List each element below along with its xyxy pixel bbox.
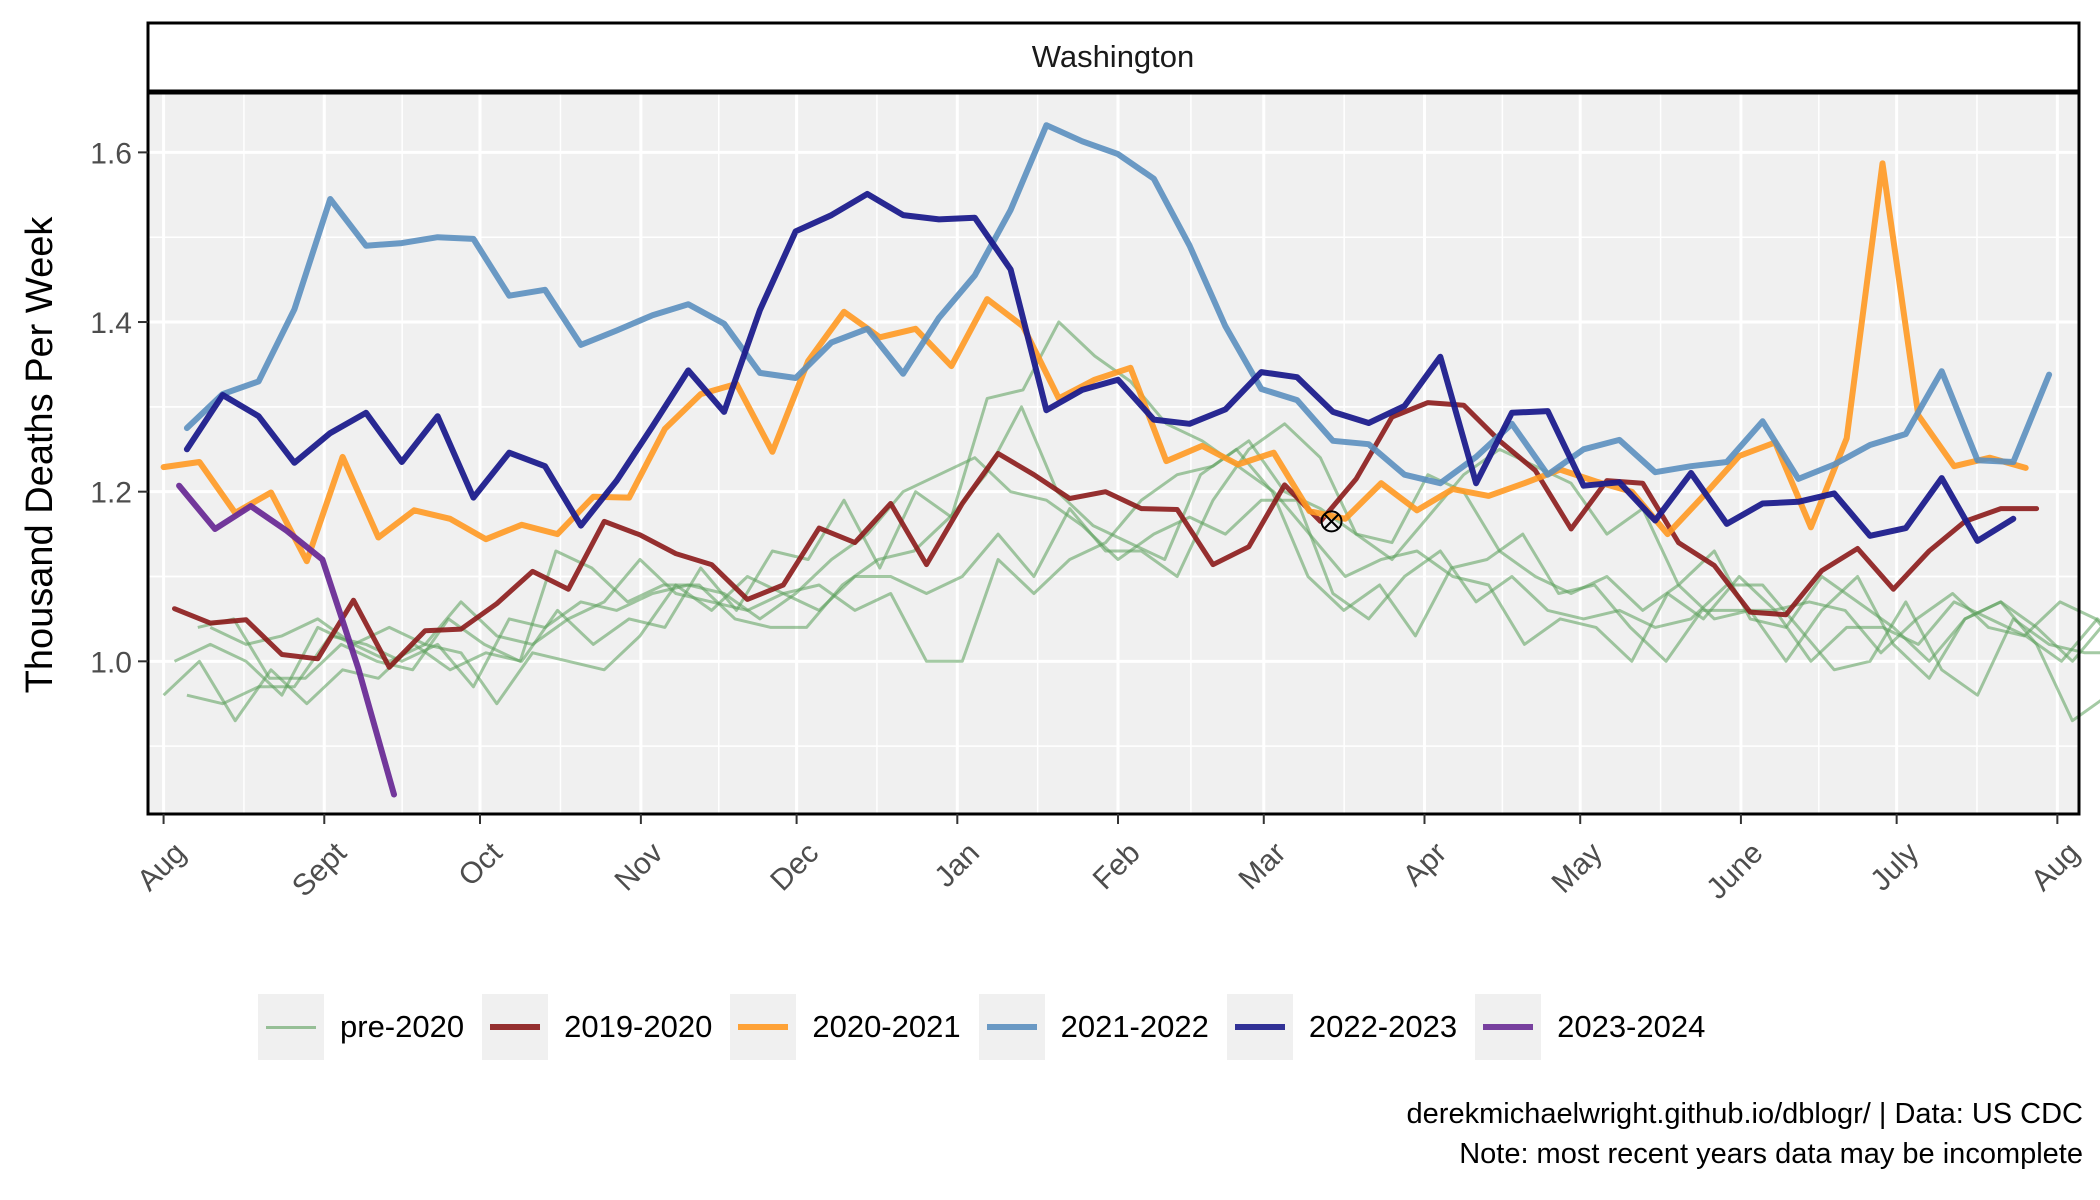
series-layer <box>160 122 2100 798</box>
x-tick-label: July <box>1864 836 1925 897</box>
legend-item: 2021-2022 <box>978 994 1209 1060</box>
x-tick-label: Sept <box>286 836 353 903</box>
legend-item: 2022-2023 <box>1226 994 1458 1060</box>
x-tick-label: June <box>1700 836 1769 905</box>
y-tick-label: 1.6 <box>90 137 132 170</box>
y-tick-label: 1.4 <box>90 307 132 340</box>
legend-line <box>266 1026 316 1029</box>
legend-line <box>490 1024 541 1030</box>
legend-label: pre-2020 <box>340 1009 465 1044</box>
series-line-2022-2023 <box>183 190 2017 544</box>
y-axis-title: Thousand Deaths Per Week <box>19 216 61 694</box>
legend-item: pre-2020 <box>258 994 464 1060</box>
legend-key <box>258 994 324 1060</box>
series-line-pre-2020 <box>197 405 2100 680</box>
x-tick-label: Oct <box>452 836 509 893</box>
strip-title: Washington <box>1032 39 1195 74</box>
legend-key <box>482 994 549 1060</box>
x-tick-label: Mar <box>1233 836 1293 896</box>
caption-source: derekmichaelwright.github.io/dblogr/ | D… <box>1406 1098 2083 1130</box>
series-line-2021-2022 <box>183 122 2053 487</box>
legend-line <box>986 1024 1037 1030</box>
legend-line <box>1483 1024 1534 1030</box>
x-tick-label: Jan <box>928 836 986 894</box>
legend-label: 2020-2021 <box>812 1009 961 1044</box>
marker-cross <box>1323 513 1340 530</box>
strip-box <box>146 21 2081 93</box>
plot-border <box>146 91 2081 816</box>
legend-label: 2019-2020 <box>564 1009 713 1044</box>
x-tick-label: Feb <box>1087 836 1147 896</box>
legend-line <box>1234 1024 1285 1030</box>
legend-key <box>1226 994 1293 1060</box>
x-tick-label: Aug <box>131 836 192 897</box>
caption-note: Note: most recent years data may be inco… <box>1459 1138 2083 1170</box>
series-line-pre-2020 <box>209 422 2100 663</box>
x-tick-label: Nov <box>608 836 669 897</box>
y-tick-label: 1.0 <box>90 646 132 679</box>
legend-line <box>738 1024 789 1030</box>
legend-key <box>978 994 1045 1060</box>
series-line-2019-2020 <box>172 400 2040 670</box>
legend-label: 2022-2023 <box>1308 1009 1458 1044</box>
marker-circle <box>1320 510 1343 533</box>
legend-key <box>1475 994 1542 1060</box>
legend-label: 2021-2022 <box>1060 1009 1209 1044</box>
plot-panel <box>148 93 2079 814</box>
series-line-2020-2021 <box>160 160 2029 565</box>
x-tick-label: May <box>1545 836 1608 899</box>
legend-item: 2020-2021 <box>730 994 961 1060</box>
x-tick-label: Aug <box>2025 836 2086 897</box>
legend-key <box>730 994 797 1060</box>
legend: pre-2020 2019-2020 2020-2021 2021-2022 2022-… <box>258 994 1723 1060</box>
series-line-2023-2024 <box>176 482 397 798</box>
x-tick-label: Dec <box>764 836 825 897</box>
legend-item: 2023-2024 <box>1475 994 1705 1060</box>
x-tick-label: Apr <box>1397 836 1453 892</box>
y-tick-label: 1.2 <box>90 477 132 510</box>
legend-item: 2019-2020 <box>482 994 712 1060</box>
legend-label: 2023-2024 <box>1557 1009 1706 1044</box>
